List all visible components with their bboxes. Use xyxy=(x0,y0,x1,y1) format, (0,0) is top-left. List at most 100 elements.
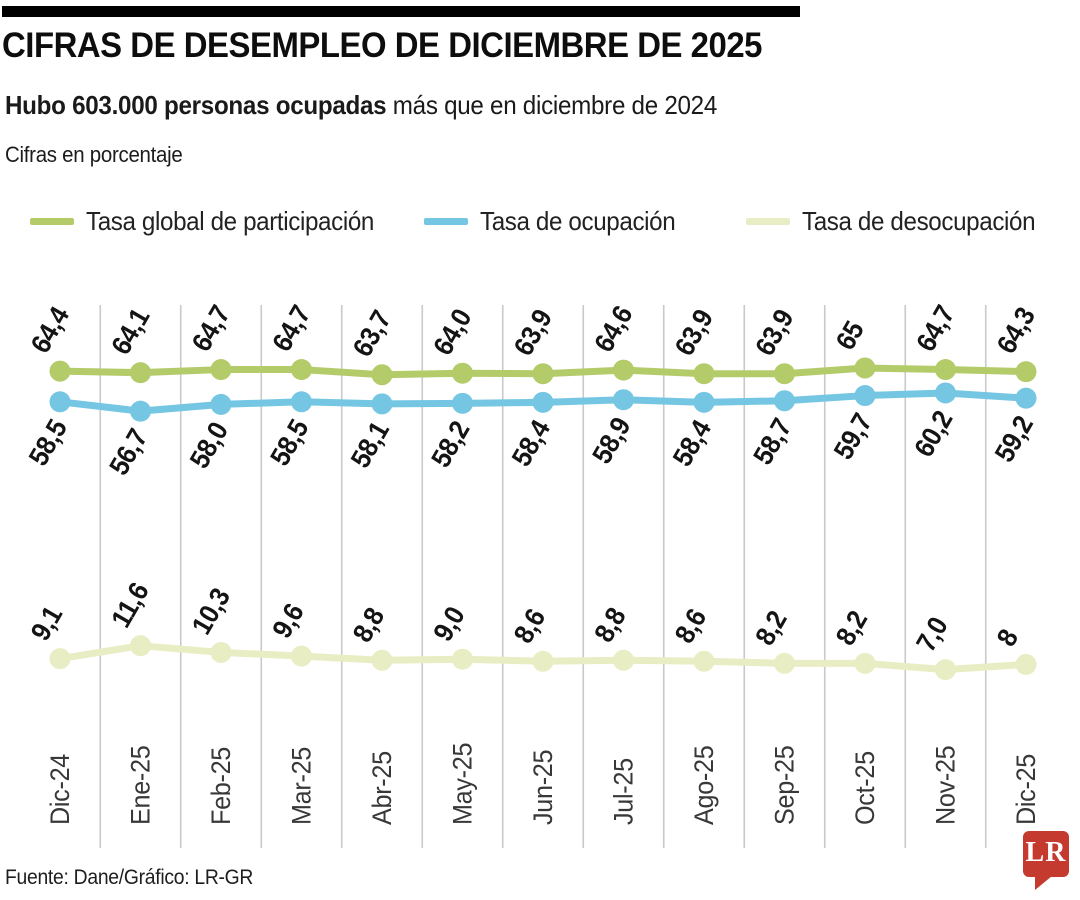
value-label: 64,4 xyxy=(24,301,75,358)
value-label: 58,5 xyxy=(22,414,73,471)
month-label: Dic-25 xyxy=(1012,754,1041,825)
value-label: 8 xyxy=(990,624,1024,651)
month-label: Mar-25 xyxy=(288,747,317,825)
legend-swatch-ocupacion xyxy=(424,218,468,225)
month-label: Ene-25 xyxy=(127,746,156,825)
series-dot xyxy=(693,650,715,672)
value-label: 9,6 xyxy=(266,598,310,643)
value-label: 64,3 xyxy=(990,302,1041,359)
series-dot xyxy=(774,652,795,674)
series-dot xyxy=(1015,387,1037,409)
value-label: 8,6 xyxy=(668,604,712,649)
value-label: 64,1 xyxy=(105,303,156,360)
value-label: 56,7 xyxy=(103,424,154,481)
line-chart: 64,4 64,1 64,7 64,7 63,7 64,0 63,9 64,6 63,9 63,9… xyxy=(22,300,1041,848)
series-dot xyxy=(935,659,956,681)
value-label: 58,4 xyxy=(666,414,717,471)
series-dot xyxy=(935,382,956,404)
unit-note: Cifras en porcentaje xyxy=(5,142,183,167)
month-label: May-25 xyxy=(449,743,478,825)
series-dot xyxy=(1015,361,1037,383)
series-dot xyxy=(49,391,71,413)
series-dot xyxy=(452,392,473,414)
series-dot xyxy=(130,362,151,384)
value-label: 59,7 xyxy=(827,408,878,465)
series-dot xyxy=(693,363,715,385)
series-dot xyxy=(452,648,473,670)
value-label: 63,9 xyxy=(668,304,719,361)
month-label: Sep-25 xyxy=(771,746,800,825)
value-label: 8,2 xyxy=(829,606,873,651)
value-label: 59,2 xyxy=(988,411,1039,468)
value-label: 64,0 xyxy=(427,304,478,361)
value-label: 7,0 xyxy=(910,612,954,657)
value-label: 8,8 xyxy=(346,602,390,647)
series-dot xyxy=(613,359,634,381)
series-dot xyxy=(130,400,151,422)
value-label: 58,0 xyxy=(183,417,234,474)
value-label: 8,2 xyxy=(749,606,793,651)
month-label: Jun-25 xyxy=(529,750,558,825)
series-dot xyxy=(371,649,393,671)
value-label: 10,3 xyxy=(185,583,236,640)
subtitle-highlight: Hubo 603.000 personas ocupadas xyxy=(5,90,387,120)
series-dot xyxy=(371,364,393,386)
series-dot xyxy=(49,360,71,382)
series-dot xyxy=(935,359,956,381)
subtitle: Hubo 603.000 personas ocupadas más que e… xyxy=(5,90,717,121)
lr-logo-text: LR xyxy=(1025,837,1067,868)
legend-item-desocupacion: Tasa de desocupación xyxy=(746,206,1053,237)
month-label: Oct-25 xyxy=(851,751,880,825)
series-dot xyxy=(774,363,795,385)
series-dot xyxy=(210,641,232,663)
value-label: 64,7 xyxy=(910,300,961,357)
value-label: 58,1 xyxy=(344,416,395,473)
value-label: 58,2 xyxy=(425,416,476,473)
legend-label-ocupacion: Tasa de ocupación xyxy=(480,206,676,236)
month-label: Abr-25 xyxy=(368,751,397,825)
lr-logo: LR xyxy=(1023,831,1069,890)
page-title: CIFRAS DE DESEMPLEO DE DICIEMBRE DE 2025 xyxy=(2,26,762,65)
value-label: 63,9 xyxy=(507,304,558,361)
month-label: Nov-25 xyxy=(932,746,961,825)
series-dot xyxy=(291,645,312,667)
series-dot xyxy=(613,649,634,671)
subtitle-rest: más que en diciembre de 2024 xyxy=(386,90,718,120)
value-label: 9,1 xyxy=(24,601,68,646)
source-credit: Fuente: Dane/Gráfico: LR-GR xyxy=(5,866,254,889)
series-dot xyxy=(210,359,232,381)
legend-label-desocupacion: Tasa de desocupación xyxy=(802,206,1036,236)
month-label: Jul-25 xyxy=(610,758,639,825)
top-accent-bar xyxy=(2,6,800,17)
value-label: 58,5 xyxy=(264,414,315,471)
lr-logo-tail xyxy=(1035,876,1052,890)
value-label: 8,8 xyxy=(588,602,632,647)
series-dot xyxy=(130,635,151,657)
series-dot xyxy=(532,650,554,672)
value-label: 63,9 xyxy=(749,304,800,361)
chart-legend: Tasa global de participación Tasa de ocu… xyxy=(0,206,1080,240)
series-dot xyxy=(774,390,795,412)
month-label: Ago-25 xyxy=(690,746,719,825)
series-dot xyxy=(854,652,876,674)
series-dot xyxy=(532,363,554,385)
series-dot xyxy=(1015,653,1037,675)
series-dot xyxy=(371,393,393,415)
value-label: 58,9 xyxy=(586,412,637,469)
series-dot xyxy=(291,359,312,381)
series-dot xyxy=(854,385,876,407)
value-label: 58,4 xyxy=(505,414,556,471)
value-label: 58,7 xyxy=(747,413,798,470)
value-label: 64,6 xyxy=(588,301,639,358)
series-dot xyxy=(693,391,715,413)
legend-label-participacion: Tasa global de participación xyxy=(86,206,375,236)
series-dot xyxy=(532,391,554,413)
series-dot xyxy=(49,648,71,670)
series-dot xyxy=(452,362,473,384)
legend-item-ocupacion: Tasa de ocupación xyxy=(424,206,690,237)
month-label: Feb-25 xyxy=(207,747,236,825)
month-label: Dic-24 xyxy=(46,754,75,825)
legend-item-participacion: Tasa global de participación xyxy=(30,206,396,237)
series-dot xyxy=(291,391,312,413)
